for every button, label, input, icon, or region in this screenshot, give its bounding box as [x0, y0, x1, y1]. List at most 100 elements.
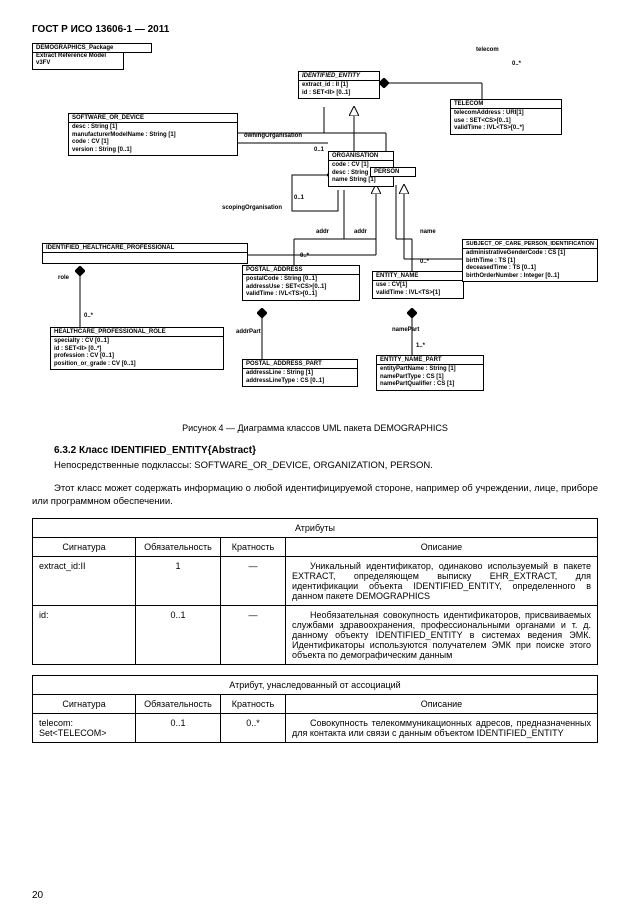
uml-postal-address-part: POSTAL_ADDRESS_PART addressLine : String…: [242, 359, 358, 387]
cell-signature: extract_id:II: [33, 557, 136, 606]
page: ГОСТ Р ИСО 13606-1 — 2011: [0, 0, 630, 913]
attr: validTime : IVL<TS>[0..*]: [454, 125, 558, 133]
assoc-label-addr: addr: [354, 229, 367, 235]
table-header-row: Сигнатура Обязательность Кратность Описа…: [33, 695, 598, 714]
col-multiplicity: Кратность: [221, 538, 286, 557]
col-obligation: Обязательность: [136, 695, 221, 714]
title: TELECOM: [451, 100, 561, 109]
col-description: Описание: [286, 695, 598, 714]
uml-person: PERSON: [370, 167, 416, 177]
attr: postalCode : String [0..1]: [246, 276, 356, 284]
mult-label: 0..1: [294, 195, 304, 201]
uml-diagram: prEN13606-1 Extract Reference Model v3FV…: [32, 43, 598, 415]
paragraph: Непосредственные подклассы: SOFTWARE_OR_…: [32, 460, 598, 473]
attr: extract_id : II [1]: [302, 82, 376, 90]
document-header: ГОСТ Р ИСО 13606-1 — 2011: [32, 24, 598, 35]
col-signature: Сигнатура: [33, 695, 136, 714]
cell-signature: telecom: Set<TELECOM>: [33, 714, 136, 743]
attr: entityPartName : String [1]: [380, 366, 480, 374]
mult-label: 0..*: [420, 259, 429, 265]
attr: administrativeGenderCode : CS [1]: [466, 250, 594, 258]
assoc-label-namepart: namePart: [392, 327, 419, 333]
title: POSTAL_ADDRESS_PART: [243, 360, 357, 369]
attr: telecomAddress : URI[1]: [454, 110, 558, 118]
mult-label: 0..1: [314, 147, 324, 153]
page-number: 20: [32, 890, 43, 901]
col-multiplicity: Кратность: [221, 695, 286, 714]
assoc-label-addrpart: addrPart: [236, 329, 261, 335]
uml-telecom: TELECOM telecomAddress : URI[1] use : SE…: [450, 99, 562, 135]
title: ORGANISATION: [329, 152, 393, 161]
attr: addressLineType : CS [0..1]: [246, 378, 354, 386]
title: ENTITY_NAME: [373, 272, 463, 281]
cell-description: Необязательная совокупность идентификато…: [286, 606, 598, 665]
attr: code : CV [1]: [72, 139, 234, 147]
col-description: Описание: [286, 538, 598, 557]
table-title: Атрибуты: [33, 519, 598, 538]
title: SOFTWARE_OR_DEVICE: [69, 114, 237, 123]
table-row: id: 0..1 — Необязательная совокупность и…: [33, 606, 598, 665]
attr: manufacturerModelName : String [1]: [72, 132, 234, 140]
title: DEMOGRAPHICS_Package: [33, 44, 151, 52]
cell-obligation: 0..1: [136, 714, 221, 743]
attr: namePartType : CS [1]: [380, 374, 480, 382]
cell-signature: id:: [33, 606, 136, 665]
cell-obligation: 0..1: [136, 606, 221, 665]
table-title: Атрибут, унаследованный от ассоциаций: [33, 676, 598, 695]
uml-postal-address: POSTAL_ADDRESS postalCode : String [0..1…: [242, 265, 360, 301]
cell-multiplicity: —: [221, 557, 286, 606]
col-signature: Сигнатура: [33, 538, 136, 557]
title: SUBJECT_OF_CARE_PERSON_IDENTIFICATION: [463, 240, 597, 249]
table-row: telecom: Set<TELECOM> 0..1 0..* Совокупн…: [33, 714, 598, 743]
assoc-label-role: role: [58, 275, 69, 281]
attr: specialty : CV [0..1]: [54, 338, 220, 346]
mult-label: 0..*: [84, 313, 93, 319]
cell-description: Уникальный идентификатор, одинаково испо…: [286, 557, 598, 606]
attr: id : SET<II> [0..1]: [302, 90, 376, 98]
uml-entity-name-part: ENTITY_NAME_PART entityPartName : String…: [376, 355, 484, 391]
table-row: extract_id:II 1 — Уникальный идентификат…: [33, 557, 598, 606]
figure-caption: Рисунок 4 — Диаграмма классов UML пакета…: [32, 423, 598, 433]
uml-demographics-package: DEMOGRAPHICS_Package: [32, 43, 152, 53]
attr: namePartQualifier : CS [1]: [380, 381, 480, 389]
uml-healthcare-professional-role: HEALTHCARE_PROFESSIONAL_ROLE specialty :…: [50, 327, 224, 370]
mult-label: 0..*: [512, 61, 521, 67]
attr: version : String [0..1]: [72, 147, 234, 155]
uml-identified-entity: IDENTIFIED_ENTITY extract_id : II [1] id…: [298, 71, 380, 99]
attr: addressLine : String [1]: [246, 370, 354, 378]
attr: addressUse : SET<CS>[0..1]: [246, 284, 356, 292]
title: ENTITY_NAME_PART: [377, 356, 483, 365]
attr: profession : CV [0..1]: [54, 353, 220, 361]
attr: position_or_grade : CV [0..1]: [54, 361, 220, 369]
assoc-label-telecom: telecom: [476, 47, 499, 53]
assoc-label-addr: addr: [316, 229, 329, 235]
cell-description: Совокупность телекоммуникационных адресо…: [286, 714, 598, 743]
attr: birthOrderNumber : Integer [0..1]: [466, 273, 594, 281]
mult-label: 0..*: [300, 253, 309, 259]
text: Extract Reference Model: [36, 53, 120, 61]
cell-multiplicity: —: [221, 606, 286, 665]
attr: desc : String [1]: [72, 124, 234, 132]
assoc-label-name: name: [420, 229, 436, 235]
uml-software-or-device: SOFTWARE_OR_DEVICE desc : String [1] man…: [68, 113, 238, 156]
uml-subject-of-care: SUBJECT_OF_CARE_PERSON_IDENTIFICATION ad…: [462, 239, 598, 282]
attr: id : SET<II> [0..*]: [54, 346, 220, 354]
cell-multiplicity: 0..*: [221, 714, 286, 743]
table-header-row: Сигнатура Обязательность Кратность Описа…: [33, 538, 598, 557]
paragraph: Этот класс может содержать информацию о …: [32, 483, 598, 509]
attr: use : SET<CS>[0..1]: [454, 118, 558, 126]
title: IDENTIFIED_ENTITY: [299, 72, 379, 81]
attributes-table: Атрибуты Сигнатура Обязательность Кратно…: [32, 518, 598, 665]
uml-identified-healthcare-professional: IDENTIFIED_HEALTHCARE_PROFESSIONAL: [42, 243, 248, 264]
col-obligation: Обязательность: [136, 538, 221, 557]
mult-label: 1..*: [416, 343, 425, 349]
section-title: 6.3.2 Класс IDENTIFIED_ENTITY{Abstract}: [54, 445, 598, 456]
title: IDENTIFIED_HEALTHCARE_PROFESSIONAL: [43, 244, 247, 253]
attr: birthTime : TS [1]: [466, 258, 594, 266]
attr: name String [1]: [332, 177, 390, 185]
cell-obligation: 1: [136, 557, 221, 606]
title: PERSON: [371, 168, 415, 176]
title: POSTAL_ADDRESS: [243, 266, 359, 275]
attr: deceasedTime : TS [0..1]: [466, 265, 594, 273]
inherited-attribute-table: Атрибут, унаследованный от ассоциаций Си…: [32, 675, 598, 743]
